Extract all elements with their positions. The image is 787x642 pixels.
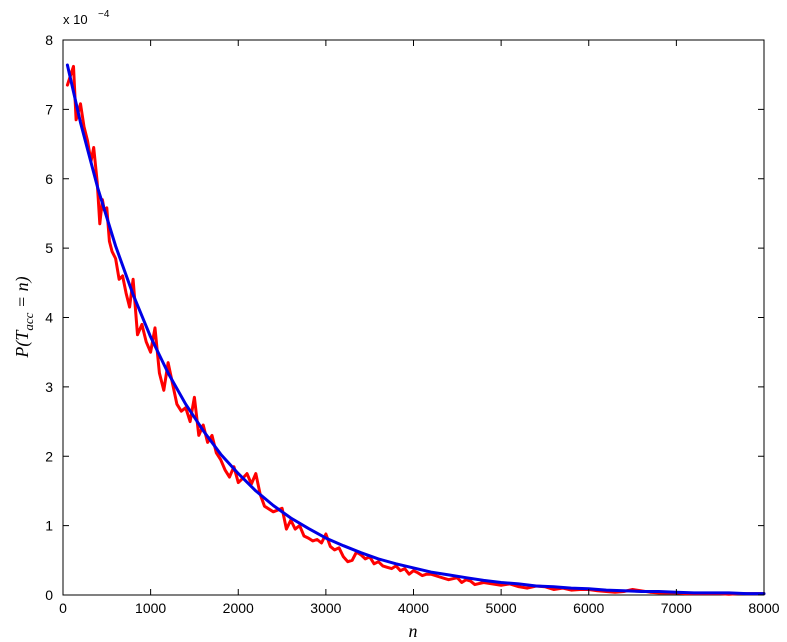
y-tick-label: 1 [45, 518, 53, 534]
y-tick-label: 8 [45, 32, 53, 48]
x-tick-label: 0 [59, 600, 67, 616]
y-multiplier-exponent: −4 [98, 9, 110, 20]
x-tick-label: 6000 [573, 600, 604, 616]
y-tick-label: 2 [45, 448, 53, 464]
x-tick-label: 4000 [398, 600, 429, 616]
y-tick-label: 7 [45, 101, 53, 117]
y-axis-label: P(Tacc = n) [12, 276, 36, 358]
series-line-blue [65, 63, 766, 596]
x-tick-label: 7000 [661, 600, 692, 616]
tick-layer: 0 1000 2000 3000 4000 5000 6000 7000 8000 0 1 2 3 4 5 6… [45, 32, 780, 616]
y-label-suffix: = n) [12, 276, 33, 312]
y-tick-label: 3 [45, 379, 53, 395]
y-tick-label: 0 [45, 587, 53, 603]
plot-frame [62, 39, 765, 596]
y-tick-label: 6 [45, 171, 53, 187]
x-tick-label: 3000 [310, 600, 341, 616]
x-tick-label: 8000 [748, 600, 779, 616]
y-label-subscript: acc [21, 312, 36, 330]
y-axis-multiplier: x 10 −4 [63, 9, 110, 27]
series-layer [65, 63, 766, 596]
x-axis-label: n [409, 621, 418, 641]
y-tick-label: 5 [45, 240, 53, 256]
plot-area: 0 1000 2000 3000 4000 5000 6000 7000 8000 0 1 2 3 4 5 6… [45, 32, 780, 616]
x-tick-label: 1000 [135, 600, 166, 616]
y-label-prefix: P(T [12, 329, 33, 359]
x-tick-label: 2000 [223, 600, 254, 616]
y-multiplier-base: x 10 [63, 12, 88, 27]
y-tick-label: 4 [45, 310, 53, 326]
x-tick-label: 5000 [486, 600, 517, 616]
